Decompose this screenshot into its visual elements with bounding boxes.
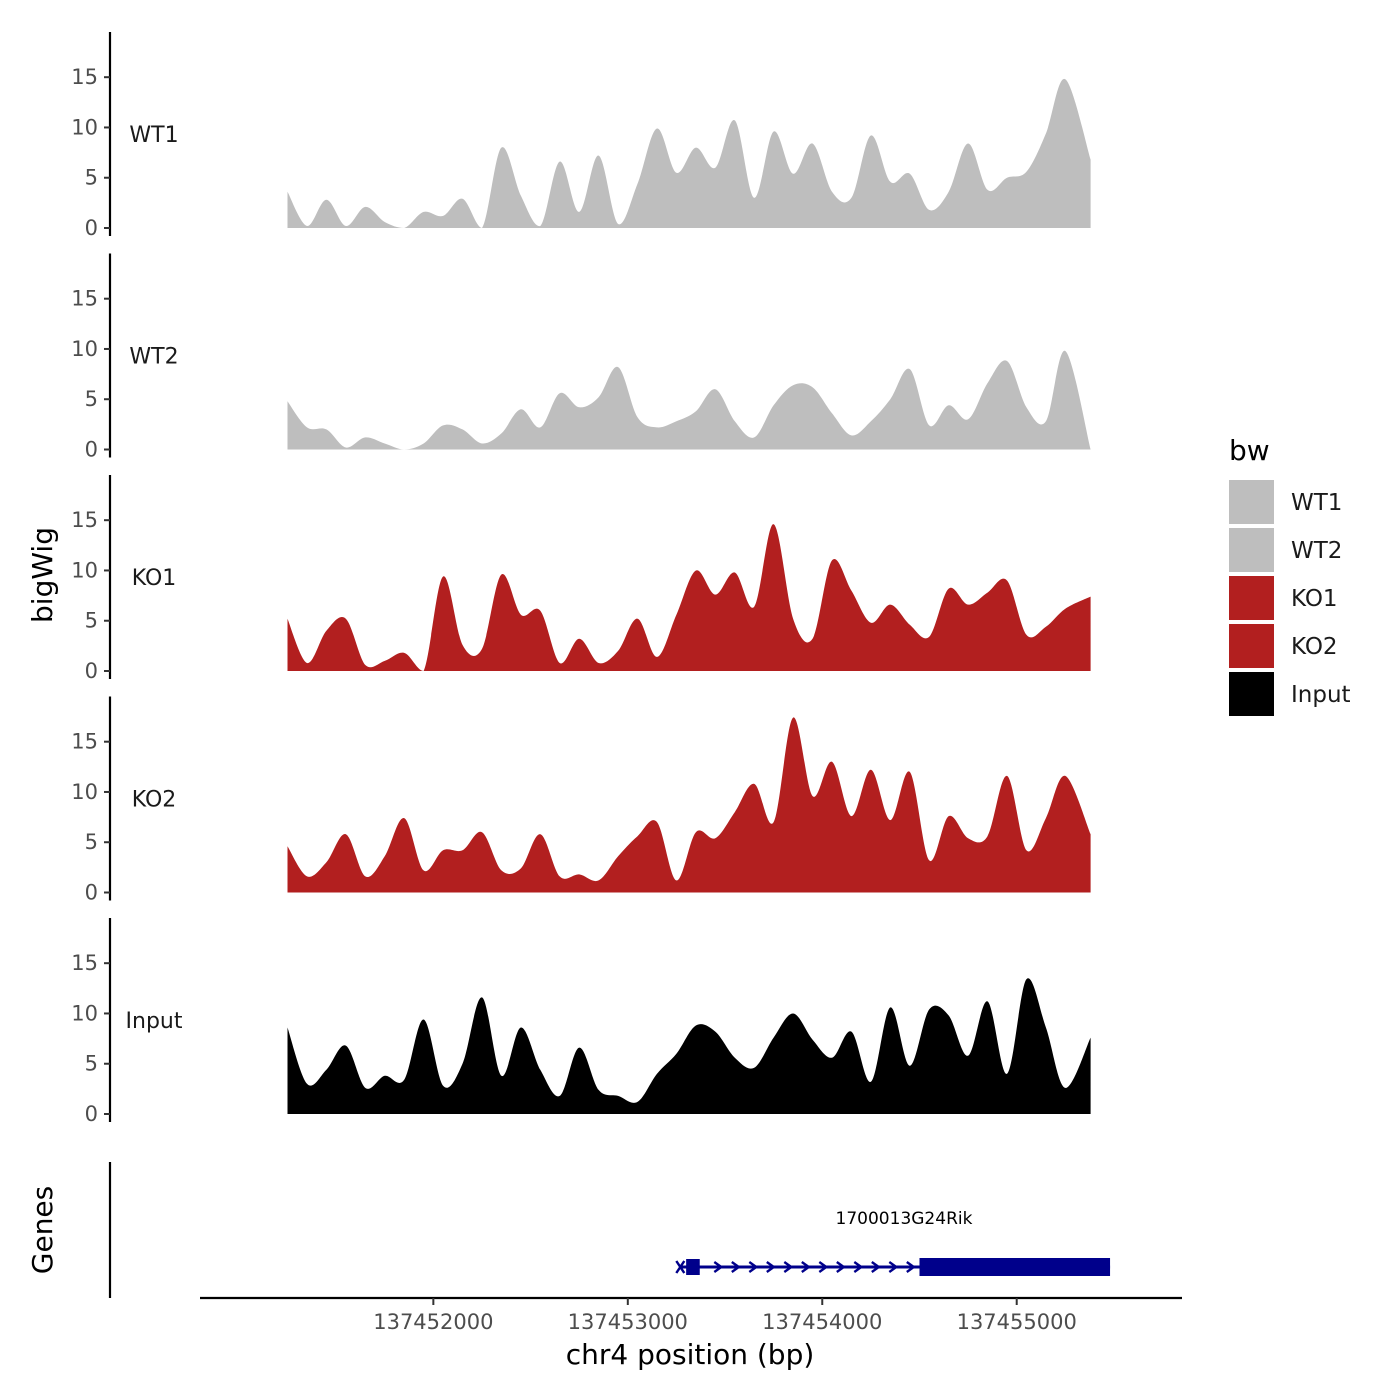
gene-exon-1 <box>686 1259 700 1275</box>
legend-label-input: Input <box>1291 682 1351 708</box>
gene-exon-2 <box>919 1258 1111 1276</box>
coverage-area-wt2 <box>287 350 1091 450</box>
coverage-tracks: 0 5 10 15 WT1 0 5 10 15 WT2 0 5 10 15 KO1 0 5 10 15 KO2 0 5 10… <box>71 32 1091 1126</box>
x-tick-label: 137454000 <box>762 1310 882 1334</box>
y-tick-label: 10 <box>71 115 98 139</box>
y-tick-label: 5 <box>85 387 98 411</box>
legend-swatch-input <box>1229 672 1274 716</box>
y-tick-label: 10 <box>71 558 98 582</box>
y-tick-label: 5 <box>85 1052 98 1076</box>
x-tick-label: 137453000 <box>568 1310 688 1334</box>
y-tick-label: 15 <box>71 951 98 975</box>
strand-arrow <box>853 1261 864 1273</box>
legend-swatch-ko2 <box>1229 624 1274 668</box>
y-tick-label: 15 <box>71 730 98 754</box>
legend-label-wt1: WT1 <box>1291 490 1342 516</box>
x-axis: 137452000 137453000 137454000 137455000 <box>200 1296 1182 1334</box>
legend: bw WT1 WT2 KO1 KO2 Input <box>1229 434 1351 716</box>
strand-arrow <box>766 1261 776 1273</box>
y-tick-label: 5 <box>85 609 98 633</box>
y-tick-label: 10 <box>71 780 98 804</box>
coverage-area-ko1 <box>287 524 1091 671</box>
track-label-wt2: WT2 <box>129 345 178 370</box>
y-tick-label: 0 <box>85 438 98 462</box>
strand-arrow <box>783 1261 794 1273</box>
strand-arrow <box>871 1261 881 1273</box>
coverage-area-input <box>287 978 1091 1114</box>
track-label-input: Input <box>126 1009 183 1034</box>
strand-arrow <box>888 1261 899 1273</box>
strand-arrow <box>731 1261 741 1273</box>
legend-swatch-wt2 <box>1229 528 1274 572</box>
strand-arrow <box>801 1261 811 1273</box>
track-input: 0 5 10 15 Input <box>71 918 1091 1126</box>
coverage-area-wt1 <box>287 78 1091 228</box>
legend-label-wt2: WT2 <box>1291 538 1342 564</box>
strand-arrow <box>713 1261 724 1273</box>
y-tick-label: 5 <box>85 830 98 854</box>
track-label-wt1: WT1 <box>129 123 178 148</box>
y-tick-label: 0 <box>85 659 98 683</box>
y-tick-label: 15 <box>71 287 98 311</box>
legend-swatch-ko1 <box>1229 576 1274 620</box>
gene-start-marker <box>675 1260 686 1274</box>
track-label-ko2: KO2 <box>132 788 177 813</box>
x-axis-title: chr4 position (bp) <box>566 1338 815 1371</box>
legend-label-ko1: KO1 <box>1291 586 1338 612</box>
y-tick-label: 5 <box>85 166 98 190</box>
x-tick-label: 137455000 <box>957 1310 1077 1334</box>
genes-axis-title: Genes <box>26 1186 59 1274</box>
track-label-ko1: KO1 <box>132 566 177 591</box>
y-tick-label: 15 <box>71 65 98 89</box>
track-wt2: 0 5 10 15 WT2 <box>71 253 1091 462</box>
strand-arrow <box>906 1261 916 1273</box>
coverage-area-ko2 <box>287 717 1091 893</box>
y-tick-label: 0 <box>85 216 98 240</box>
y-tick-label: 10 <box>71 337 98 361</box>
strand-arrow <box>836 1261 846 1273</box>
legend-title: bw <box>1229 434 1270 467</box>
x-tick-label: 137452000 <box>373 1310 493 1334</box>
track-wt1: 0 5 10 15 WT1 <box>71 32 1091 240</box>
track-ko2: 0 5 10 15 KO2 <box>71 696 1091 905</box>
track-ko1: 0 5 10 15 KO1 <box>71 475 1091 683</box>
y-tick-label: 15 <box>71 508 98 532</box>
gene-track: 1700013G24Rik <box>675 1209 1111 1276</box>
strand-arrow <box>748 1261 759 1273</box>
y-tick-label: 0 <box>85 1102 98 1126</box>
legend-swatch-wt1 <box>1229 480 1274 524</box>
legend-label-ko2: KO2 <box>1291 634 1338 660</box>
y-tick-label: 10 <box>71 1001 98 1025</box>
y-axis-title: bigWig <box>26 527 59 623</box>
strand-arrow <box>818 1261 829 1273</box>
y-tick-label: 0 <box>85 881 98 905</box>
gene-name-label: 1700013G24Rik <box>836 1209 973 1229</box>
